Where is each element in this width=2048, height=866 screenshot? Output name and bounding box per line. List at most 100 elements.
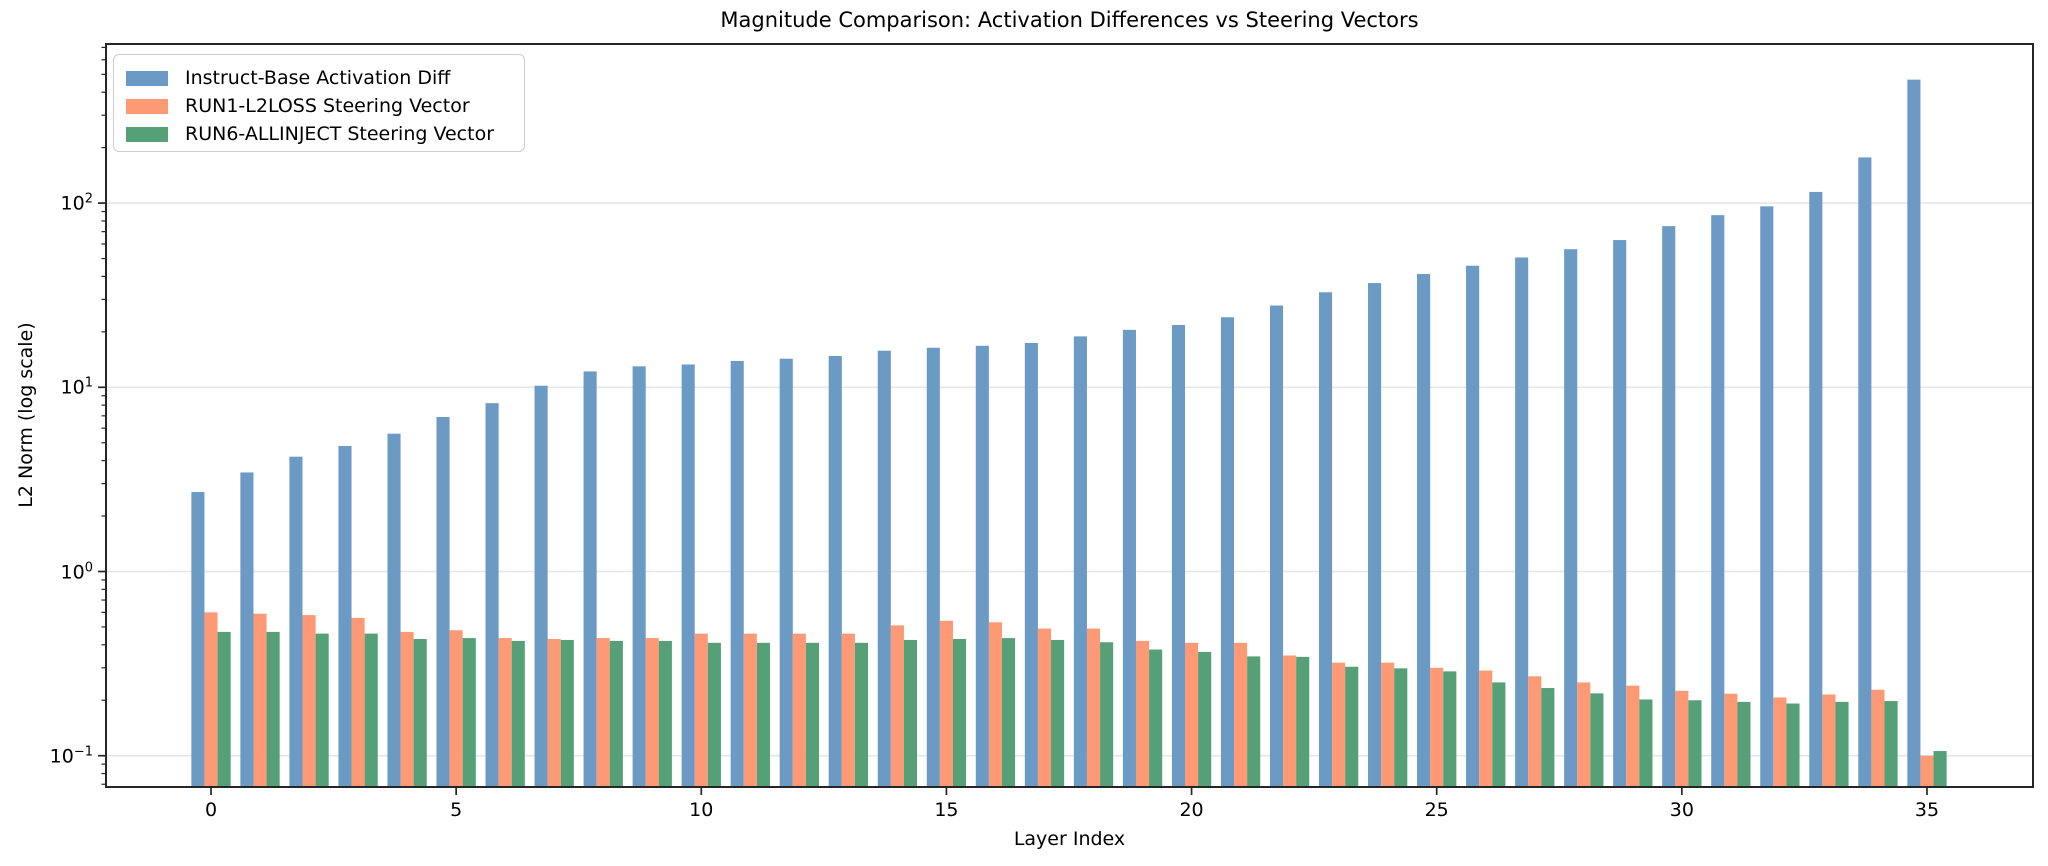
bar-series2-layer-34 [1884,701,1898,787]
bar-series1-layer-20 [1185,642,1199,787]
legend-label: RUN1-L2LOSS Steering Vector [185,95,470,117]
bar-series2-layer-4 [413,639,427,787]
legend-item-run1-l2loss: RUN1-L2LOSS Steering Vector [126,92,512,120]
legend-swatch-blue [126,70,168,86]
bar-series2-layer-24 [1394,668,1408,787]
bar-series1-layer-9 [645,638,659,787]
bar-series1-layer-31 [1724,693,1738,787]
bar-series2-layer-16 [1001,638,1016,787]
x-axis-label: Layer Index [1013,828,1126,850]
bar-series0-layer-29 [1613,240,1627,788]
bar-series0-layer-25 [1417,274,1431,788]
bar-series2-layer-13 [854,642,869,787]
bar-series2-layer-23 [1345,666,1359,787]
y-axis-label: L2 Norm (log scale) [15,322,37,508]
bar-series1-layer-21 [1234,642,1248,787]
bar-series2-layer-2 [315,633,329,787]
x-tick-label-0: 0 [204,799,218,821]
bar-series2-layer-11 [756,642,770,787]
x-tick-label-15: 15 [934,799,959,821]
bar-series0-layer-2 [289,456,303,787]
bar-series2-layer-1 [266,631,280,787]
bar-series0-layer-18 [1073,336,1087,787]
bar-series1-layer-0 [204,612,218,787]
bar-series2-layer-7 [560,639,574,787]
legend-label: RUN6-ALLINJECT Steering Vector [185,123,495,145]
bar-series1-layer-24 [1381,662,1395,787]
x-tick-label-25: 25 [1424,799,1449,821]
bar-series2-layer-10 [707,642,721,787]
bar-series0-layer-11 [730,360,744,787]
y-tick-label-10e0: 100 [60,559,93,584]
bar-series0-layer-9 [632,366,646,787]
bar-series2-layer-14 [903,639,918,787]
bar-series0-layer-24 [1368,283,1382,787]
bar-series0-layer-33 [1809,191,1823,788]
legend-swatch-orange [126,98,168,114]
bar-series2-layer-30 [1688,700,1702,787]
bar-series2-layer-18 [1100,642,1114,787]
bar-series0-layer-23 [1318,292,1333,787]
bar-series2-layer-0 [217,631,231,787]
x-tick-label-35: 35 [1914,799,1940,821]
bar-series1-layer-13 [841,633,855,787]
bar-series2-layer-6 [511,640,525,787]
x-tick-label-20: 20 [1179,799,1204,821]
bar-series0-layer-16 [975,345,989,787]
bar-series1-layer-14 [890,625,904,787]
bar-series1-layer-35 [1920,755,1934,787]
bar-series1-layer-25 [1430,667,1444,787]
bar-series2-layer-27 [1541,688,1555,787]
bar-series1-layer-30 [1675,690,1689,787]
bar-series0-layer-20 [1171,324,1186,787]
bar-series1-layer-29 [1626,685,1640,787]
bar-series0-layer-21 [1220,317,1235,787]
bar-series0-layer-7 [534,385,548,787]
bar-series2-layer-33 [1835,701,1849,787]
legend-item-run6-allinject: RUN6-ALLINJECT Steering Vector [126,120,512,148]
bar-series2-layer-17 [1051,639,1065,787]
y-tick-label-10e2: 102 [60,191,93,215]
bar-series1-layer-27 [1528,676,1542,787]
bar-series0-layer-27 [1515,257,1529,788]
bar-series1-layer-16 [988,622,1002,787]
bar-series2-layer-28 [1590,693,1604,787]
bar-series0-layer-10 [681,364,695,787]
bar-series2-layer-15 [952,639,967,787]
bar-series1-layer-34 [1871,689,1885,787]
bar-series0-layer-17 [1024,342,1038,787]
bar-series0-layer-4 [387,433,401,787]
bar-series1-layer-26 [1479,670,1493,787]
bar-series1-layer-2 [302,615,316,787]
bar-series2-layer-5 [462,638,476,787]
bar-series0-layer-1 [240,472,254,787]
bar-series1-layer-18 [1086,628,1101,787]
bar-series2-layer-20 [1198,651,1212,787]
bar-series0-layer-0 [191,492,205,787]
bar-series0-layer-8 [583,371,597,787]
bar-series1-layer-19 [1135,640,1150,787]
bar-series1-layer-15 [939,620,953,787]
legend: Instruct-Base Activation Diff RUN1-L2LOS… [113,54,525,152]
bar-series2-layer-12 [805,642,819,787]
bar-series1-layer-17 [1037,628,1052,787]
legend-item-activation-diff: Instruct-Base Activation Diff [126,64,512,92]
bar-series1-layer-7 [547,639,561,787]
bar-series1-layer-4 [400,631,414,787]
bar-series2-layer-25 [1443,671,1457,787]
bar-series0-layer-6 [485,403,499,787]
bar-series1-layer-8 [596,638,610,787]
bar-series1-layer-11 [743,633,757,787]
x-tick-label-10: 10 [689,799,714,821]
bar-series0-layer-5 [436,416,450,787]
bar-series2-layer-29 [1639,699,1653,787]
bar-series2-layer-26 [1492,682,1506,787]
bar-series0-layer-14 [877,350,891,787]
bar-series2-layer-22 [1296,656,1310,787]
bar-series1-layer-28 [1577,682,1591,787]
legend-swatch-green [126,126,168,142]
bar-series0-layer-19 [1122,329,1136,787]
bar-series2-layer-8 [609,640,623,787]
bar-series2-layer-35 [1933,751,1947,787]
